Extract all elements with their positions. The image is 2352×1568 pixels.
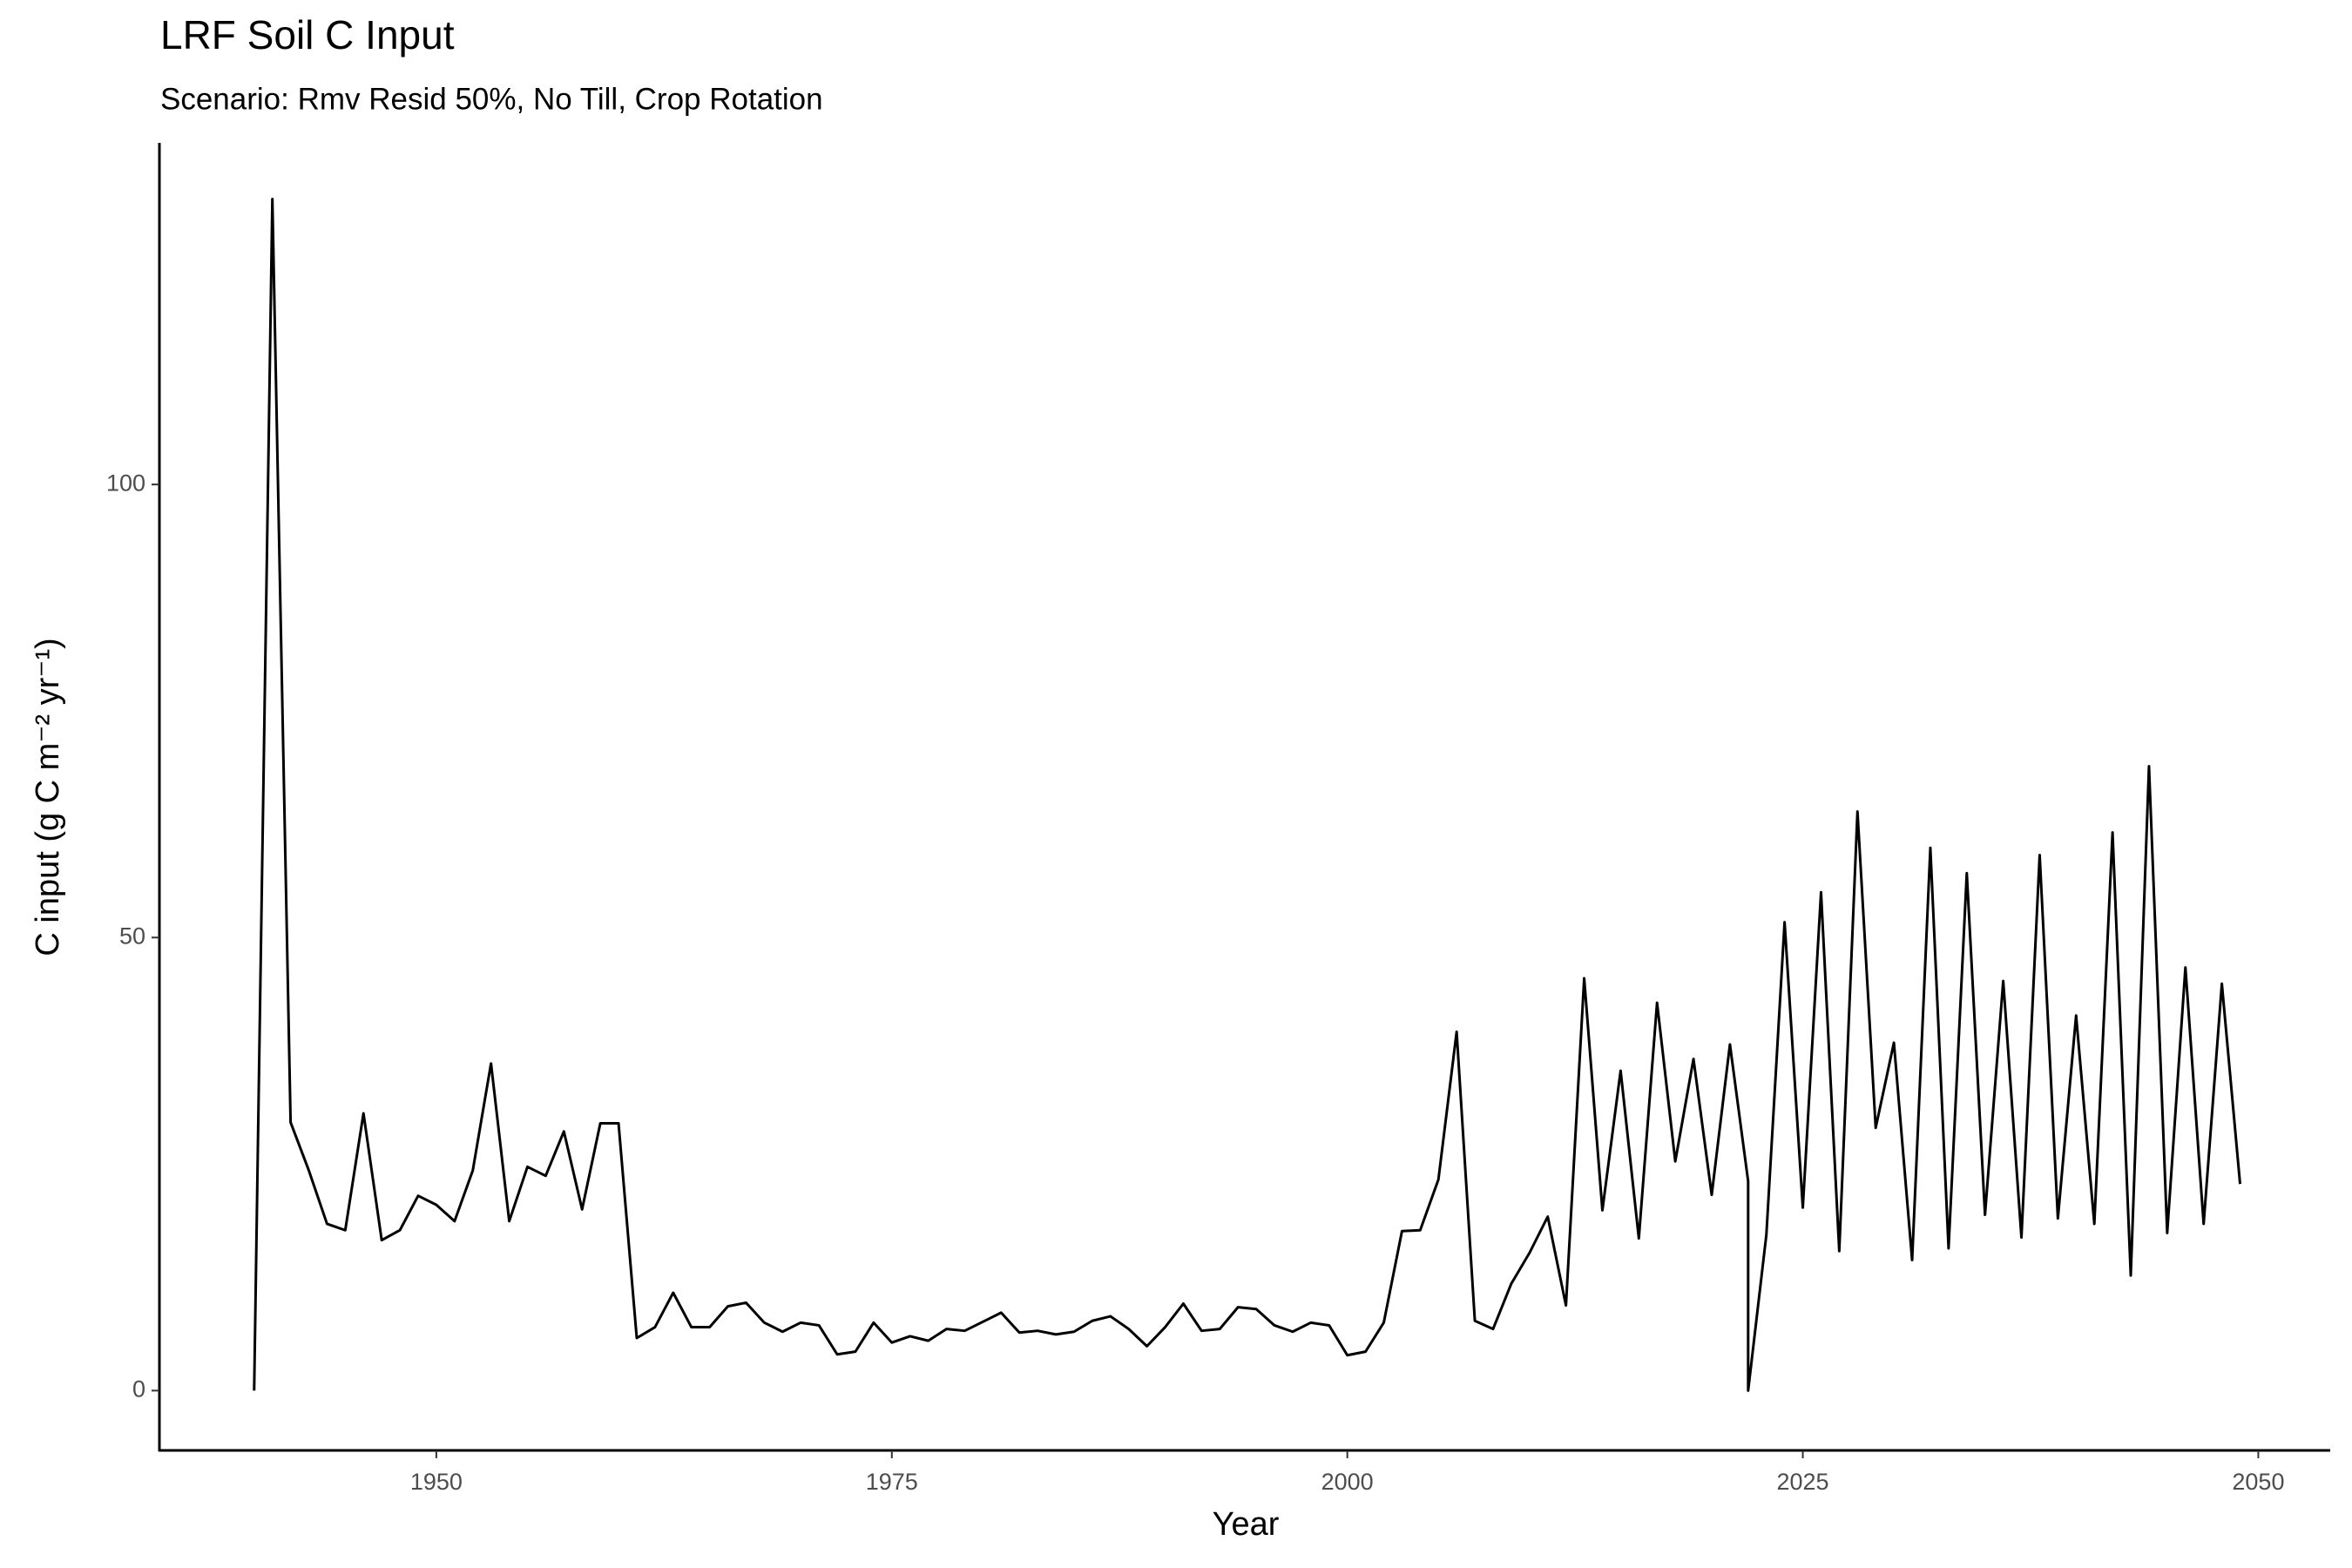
chart-subtitle: Scenario: Rmv Resid 50%, No Till, Crop R… [160,82,823,116]
data-line [253,197,2242,1392]
y-axis-title: C input (g C m⁻² yr⁻¹) [30,638,66,956]
x-tick-label: 1950 [410,1469,463,1495]
y-tick-label: 50 [119,923,145,949]
x-tick-label: 2050 [2232,1469,2284,1495]
x-tick-label: 1975 [866,1469,918,1495]
x-tick-label: 2000 [1321,1469,1374,1495]
x-tick-label: 2025 [1777,1469,1829,1495]
y-tick-label: 0 [132,1375,145,1402]
x-axis-title: Year [1213,1506,1280,1543]
y-tick-label: 100 [106,470,145,496]
chart-title: LRF Soil C Input [160,12,455,57]
